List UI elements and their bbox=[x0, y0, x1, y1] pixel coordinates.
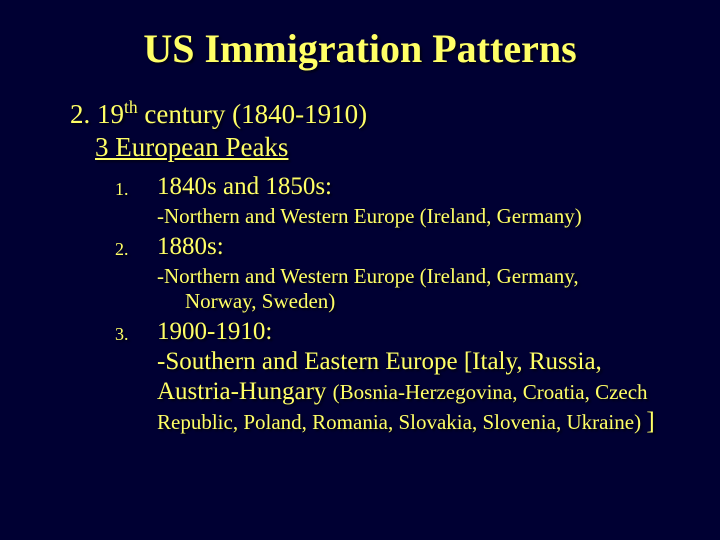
list-item: 3. 1900-1910: -Southern and Eastern Euro… bbox=[115, 318, 670, 437]
heading-suffix: century (1840-1910) bbox=[138, 99, 367, 129]
item-main-text: 1840s and 1850s: bbox=[157, 173, 670, 202]
numbered-list: 1. 1840s and 1850s: -Northern and Wester… bbox=[115, 173, 670, 437]
item-body: 1880s: -Northern and Western Europe (Ire… bbox=[157, 233, 670, 314]
item-body: 1840s and 1850s: -Northern and Western E… bbox=[157, 173, 670, 229]
item-sub-line2: Norway, Sweden) bbox=[157, 289, 670, 314]
item-sub-text: -Northern and Western Europe (Ireland, G… bbox=[157, 264, 670, 314]
item-number: 2. bbox=[115, 233, 157, 314]
item-mixed-text: -Southern and Eastern Europe [Italy, Rus… bbox=[157, 347, 670, 437]
heading-superscript: th bbox=[124, 97, 138, 117]
heading-prefix: 2. 19 bbox=[70, 99, 124, 129]
section-heading: 2. 19th century (1840-1910) bbox=[70, 97, 670, 130]
list-item: 1. 1840s and 1850s: -Northern and Wester… bbox=[115, 173, 670, 229]
list-item: 2. 1880s: -Northern and Western Europe (… bbox=[115, 233, 670, 314]
item-number: 1. bbox=[115, 173, 157, 229]
item-main-text: 1880s: bbox=[157, 233, 670, 262]
section-subheading: 3 European Peaks bbox=[95, 132, 670, 163]
item-mix-large-2: ] bbox=[646, 408, 654, 435]
item-sub-line1: -Northern and Western Europe (Ireland, G… bbox=[157, 264, 579, 288]
item-body: 1900-1910: -Southern and Eastern Europe … bbox=[157, 318, 670, 437]
slide-title: US Immigration Patterns bbox=[50, 25, 670, 72]
slide: US Immigration Patterns 2. 19th century … bbox=[0, 0, 720, 540]
item-number: 3. bbox=[115, 318, 157, 437]
item-main-text: 1900-1910: bbox=[157, 318, 670, 347]
item-sub-text: -Northern and Western Europe (Ireland, G… bbox=[157, 204, 670, 229]
